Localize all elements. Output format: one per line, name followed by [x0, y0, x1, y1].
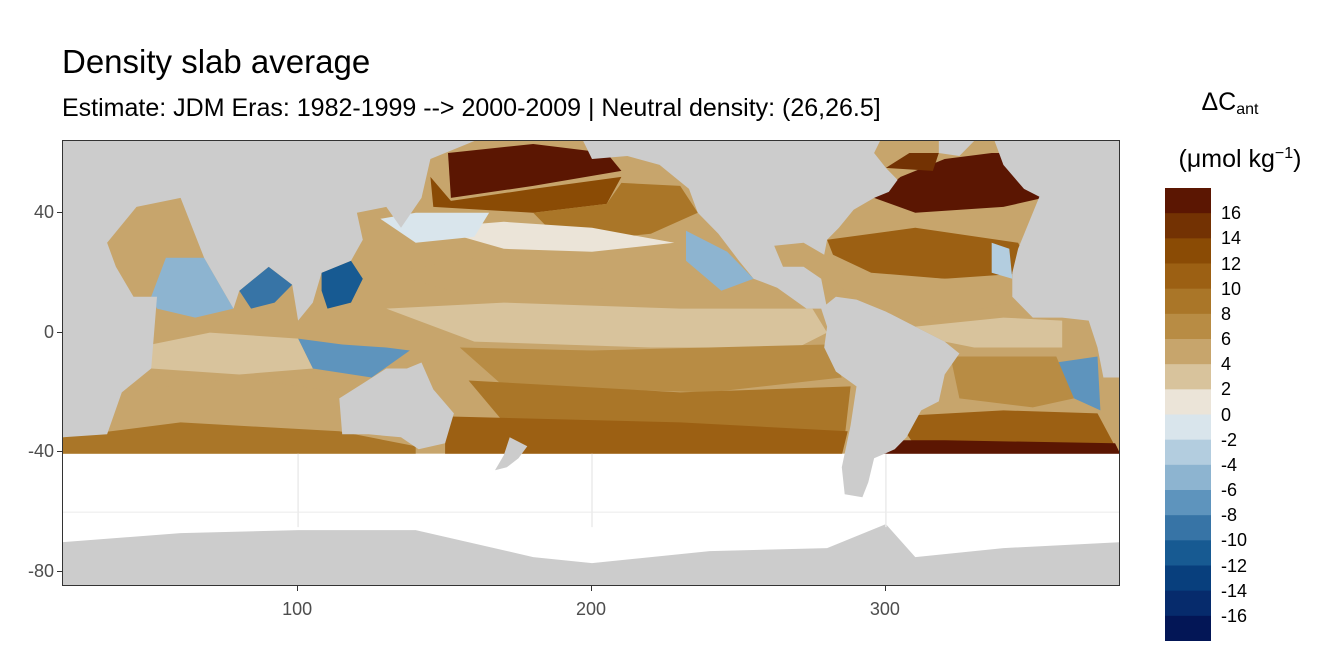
field-region-labrador-sea — [885, 153, 939, 171]
colorbar-swatch — [1165, 464, 1211, 491]
field-region-n-indian-arabian — [151, 257, 234, 318]
y-tick-label: 40 — [33, 201, 54, 222]
field-region-s-pacific-subtropical — [459, 344, 842, 393]
y-tick-label: 0 — [43, 321, 54, 342]
field-region-equatorial-indian — [136, 332, 313, 375]
gridlines — [63, 453, 1119, 528]
field-region-ne-pacific-coastal — [686, 230, 754, 291]
legend-tick-label: -8 — [1221, 505, 1238, 526]
map-panel — [62, 140, 1120, 586]
field-region-indonesian-throughflow — [298, 338, 410, 378]
legend-tick-label: 4 — [1221, 354, 1232, 375]
field-region-s-atlantic-south — [894, 410, 1116, 447]
colorbar-swatch — [1165, 364, 1211, 390]
field-region-equatorial-atlantic — [915, 317, 1063, 348]
y-tick-mark — [57, 331, 62, 333]
legend-tick-label: -10 — [1221, 530, 1248, 551]
nodata-southern-ocean — [63, 453, 1119, 528]
field-region-tropical-pacific — [386, 302, 828, 348]
legend-tick-label: 0 — [1221, 404, 1232, 425]
legend-tick-label: -4 — [1221, 454, 1238, 475]
colorbar — [1165, 188, 1211, 641]
field-region-brazil-malvinas-confluence — [868, 440, 1119, 456]
field-region-s-indian-south — [63, 422, 416, 456]
field-region-benguela — [1056, 356, 1101, 411]
y-tick-mark — [57, 451, 62, 453]
plot-title: Density slab average — [62, 43, 371, 80]
legend-tick-label: -16 — [1221, 605, 1248, 626]
field-region-canary-upwelling — [991, 242, 1013, 279]
legend-tick-label: 6 — [1221, 329, 1232, 349]
legend-unit-sup: −1 — [1274, 145, 1294, 162]
colorbar-swatch — [1165, 263, 1211, 290]
x-tick-label: 100 — [282, 599, 313, 619]
y-tick-label: -80 — [27, 561, 54, 582]
field-region-kuroshio — [380, 212, 490, 243]
x-tick-mark — [591, 586, 592, 591]
colorbar-swatch — [1165, 590, 1211, 617]
colorbar-swatch — [1165, 540, 1211, 567]
legend-title-units: (μmol kg−1) — [1160, 136, 1320, 177]
legend-tick-label: 12 — [1221, 253, 1242, 274]
land-new-zealand — [495, 437, 528, 471]
colorbar-swatch — [1165, 188, 1211, 214]
legend-tick-label: 16 — [1221, 203, 1242, 224]
land-south-america — [821, 296, 960, 498]
land-australia — [339, 362, 454, 450]
field-region-bering-north-pacific — [448, 144, 622, 198]
land-greenland — [938, 141, 975, 156]
x-tick-label: 300 — [869, 599, 900, 619]
colorbar-swatch — [1165, 389, 1211, 416]
legend-subscript: ant — [1236, 101, 1259, 118]
y-tick-label: -40 — [27, 441, 54, 462]
nodata-layer — [63, 453, 1119, 528]
colorbar-swatch — [1165, 515, 1211, 541]
x-tick-label: 200 — [575, 599, 607, 619]
legend-tick-label: -6 — [1221, 480, 1238, 500]
y-tick-mark — [57, 211, 62, 213]
map-svg — [63, 141, 1119, 585]
legend-tick-label: 14 — [1221, 228, 1242, 249]
land-layer — [63, 141, 1119, 585]
field-region-s-atlantic-subtropical — [950, 356, 1074, 408]
legend-unit-prefix: (μmol kg — [1178, 145, 1275, 173]
field-region-central-n-pacific — [386, 236, 725, 297]
land-antarctica — [63, 524, 1119, 585]
colorbar-swatch — [1165, 565, 1211, 592]
field-region-bay-of-bengal — [239, 266, 293, 309]
land-africa — [63, 141, 475, 438]
legend-tick-label: 8 — [1221, 303, 1232, 324]
legend-tick-label: 2 — [1221, 379, 1232, 400]
legend-title-symbol: ΔCant — [1170, 84, 1290, 128]
legend-tick-label: 10 — [1221, 278, 1242, 299]
legend-symbol: ΔC — [1201, 88, 1237, 116]
field-region-subtropical-n-atlantic — [827, 227, 1033, 279]
legend-tick-label: -12 — [1221, 555, 1248, 576]
field-region-south-china-sea — [321, 260, 363, 309]
colorbar-swatch — [1165, 439, 1211, 466]
plot-subtitle: Estimate: JDM Eras: 1982-1999 --> 2000-2… — [62, 94, 881, 122]
colorbar-swatch — [1165, 288, 1211, 315]
legend-unit-suffix: ) — [1293, 145, 1302, 173]
legend-tick-label: -14 — [1221, 580, 1248, 601]
colorbar-swatch — [1165, 615, 1211, 641]
colorbar-swatch — [1165, 414, 1211, 441]
y-tick-mark — [57, 571, 62, 573]
land-west-africa — [1012, 141, 1119, 378]
legend-tick-label: -2 — [1221, 429, 1238, 450]
field-region-n-pacific-subtropical-gyre — [430, 221, 675, 252]
field-region-s-indian-mid — [107, 377, 343, 429]
land-north-america — [583, 141, 898, 309]
colorbar-swatch — [1165, 213, 1211, 239]
field-region-tropical-n-atlantic — [827, 272, 1019, 318]
colorbar-swatch — [1165, 313, 1211, 340]
x-tick-mark — [297, 586, 299, 591]
colorbar-swatch — [1165, 490, 1211, 516]
field-region-s-pacific-south — [445, 416, 848, 456]
colorbar-swatch — [1165, 339, 1211, 365]
field-region-nw-pacific-margin — [430, 176, 622, 213]
x-tick-mark — [884, 586, 886, 591]
colorbar-swatch — [1165, 238, 1211, 265]
